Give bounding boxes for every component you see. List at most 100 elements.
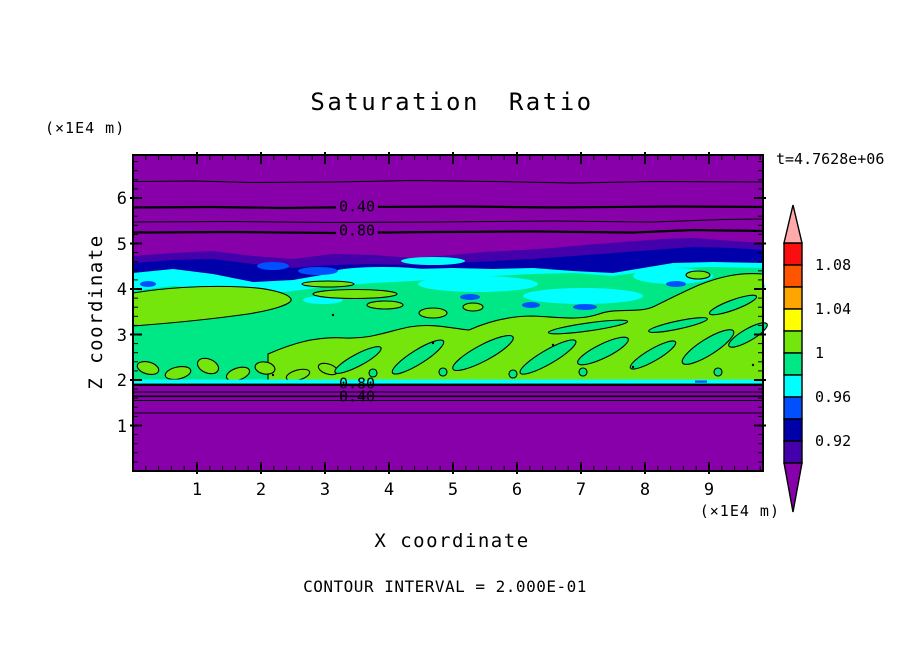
contour-plot — [130, 152, 768, 474]
x-tick-label: 4 — [383, 480, 395, 500]
y-axis-title: Z coordinate — [85, 234, 107, 390]
plot-frame — [132, 154, 764, 472]
x-tick-label: 3 — [319, 480, 331, 500]
colorbar: 1.08 1.04 1 0.96 0.92 — [783, 204, 851, 513]
x-tick-label: 9 — [703, 480, 715, 500]
chartreuse-tooth — [254, 361, 276, 375]
green-streak — [728, 322, 768, 348]
blue-sliver — [666, 281, 686, 287]
axes — [130, 152, 766, 474]
green-streak — [547, 319, 629, 335]
green-streaks — [334, 294, 768, 379]
chartreuse-tooth — [196, 357, 220, 375]
colorbar-segment-0.92-0.94 — [783, 418, 803, 442]
green-streak — [681, 329, 735, 365]
blue-sliver — [460, 294, 480, 300]
green-speck — [508, 369, 518, 379]
contour-0p6-bottom — [133, 391, 763, 393]
green-streak — [629, 340, 677, 370]
cyan-patch — [401, 257, 465, 265]
contour-0p4-bottom — [133, 395, 763, 398]
colorbar-over-arrow — [783, 204, 803, 244]
blue-sliver — [573, 304, 597, 310]
colorbar-tick-label: 1.08 — [815, 256, 851, 274]
x-axis-ticks-top — [145, 152, 761, 164]
y-tick-label: 2 — [116, 371, 127, 391]
x-axis-units-label: (×1E4 m) — [699, 502, 780, 520]
y-tick-label: 4 — [116, 280, 127, 300]
colorbar-segments — [783, 242, 803, 464]
x-tick-label: 6 — [511, 480, 523, 500]
contour-value-label: 0.40 — [335, 199, 379, 215]
contour-line-bottom — [133, 400, 763, 401]
blue-sliver — [522, 302, 540, 308]
contour-value-label: 0.80 — [338, 374, 376, 393]
speck — [271, 373, 275, 377]
speck — [331, 313, 335, 317]
x-tick-label: 2 — [255, 480, 267, 500]
contour-0p6-top — [132, 218, 764, 224]
colorbar-tick-label: 0.96 — [815, 388, 851, 406]
green-speck — [578, 367, 588, 377]
bottom-cyan-strip — [133, 379, 763, 384]
green-streak — [452, 334, 514, 372]
contour-0p4-top — [132, 205, 764, 210]
colorbar-segment-1.08-1.1 — [783, 242, 803, 266]
colorbar-under-arrow — [783, 462, 803, 513]
y-tick-label: 5 — [116, 234, 127, 255]
green-speck — [713, 367, 723, 377]
contour-value-label: 0.40 — [338, 387, 376, 406]
green-streak — [334, 346, 382, 374]
green-streak — [577, 336, 629, 366]
chart-title: Saturation Ratio — [310, 88, 594, 116]
green-streak — [391, 339, 445, 375]
x-tick-label: 1 — [191, 480, 203, 500]
chartreuse-sliver — [301, 280, 355, 288]
contour-0p8-top — [132, 228, 764, 235]
y-axis-units-label: (×1E4 m) — [45, 119, 126, 137]
y-tick-label: 3 — [116, 325, 127, 346]
colorbar-tick-label: 0.92 — [815, 432, 851, 450]
colorbar-segment-1-1.02 — [783, 330, 803, 354]
colorbar-segment-0.94-0.96 — [783, 396, 803, 420]
y-tick-label: 1 — [116, 416, 127, 437]
chartreuse-blob-left — [132, 285, 292, 327]
blue-sliver — [257, 262, 289, 270]
green-streak — [648, 317, 708, 333]
cyan-patch — [328, 267, 438, 281]
x-axis-ticks-bottom — [145, 462, 761, 474]
cyan-patch — [418, 276, 538, 292]
super-saturated-regions — [132, 270, 764, 382]
colorbar-segment-0.9-0.92 — [783, 440, 803, 464]
x-tick-label: 5 — [447, 480, 459, 500]
green-speck — [438, 367, 448, 377]
colorbar-tick-label: 1.04 — [815, 300, 851, 318]
chartreuse-sliver — [685, 270, 711, 280]
colorbar-segment-1.06-1.08 — [783, 264, 803, 288]
x-tick-label: 7 — [575, 480, 587, 500]
y-tick-label: 6 — [116, 189, 127, 209]
blue-sliver — [695, 380, 707, 383]
top-contour-lines — [132, 179, 764, 235]
chartreuse-tooth — [164, 365, 192, 381]
x-axis-title: X coordinate — [374, 530, 530, 552]
speck — [551, 343, 555, 347]
contour-value-label: 0.80 — [335, 223, 379, 239]
colorbar-segment-1.04-1.06 — [783, 286, 803, 310]
colorbar-tick-labels: 1.08 1.04 1 0.96 0.92 — [815, 256, 851, 450]
green-streak — [519, 339, 577, 375]
chartreuse-sliver — [462, 302, 484, 312]
y-axis-ticks-right — [754, 161, 766, 463]
chartreuse-sliver — [312, 288, 398, 300]
contour-interval-caption: CONTOUR INTERVAL = 2.000E-01 — [303, 577, 587, 596]
chartreuse-sliver — [366, 300, 404, 310]
chartreuse-tooth — [136, 360, 160, 376]
chartreuse-main-mass — [267, 273, 764, 381]
lower-under-saturated-region — [133, 386, 763, 471]
contour-0p2-bottom — [133, 412, 763, 414]
y-axis-ticks-left — [130, 161, 142, 463]
cyan-patch — [523, 288, 643, 304]
blue-sliver — [140, 281, 156, 287]
green-streak — [708, 294, 758, 316]
